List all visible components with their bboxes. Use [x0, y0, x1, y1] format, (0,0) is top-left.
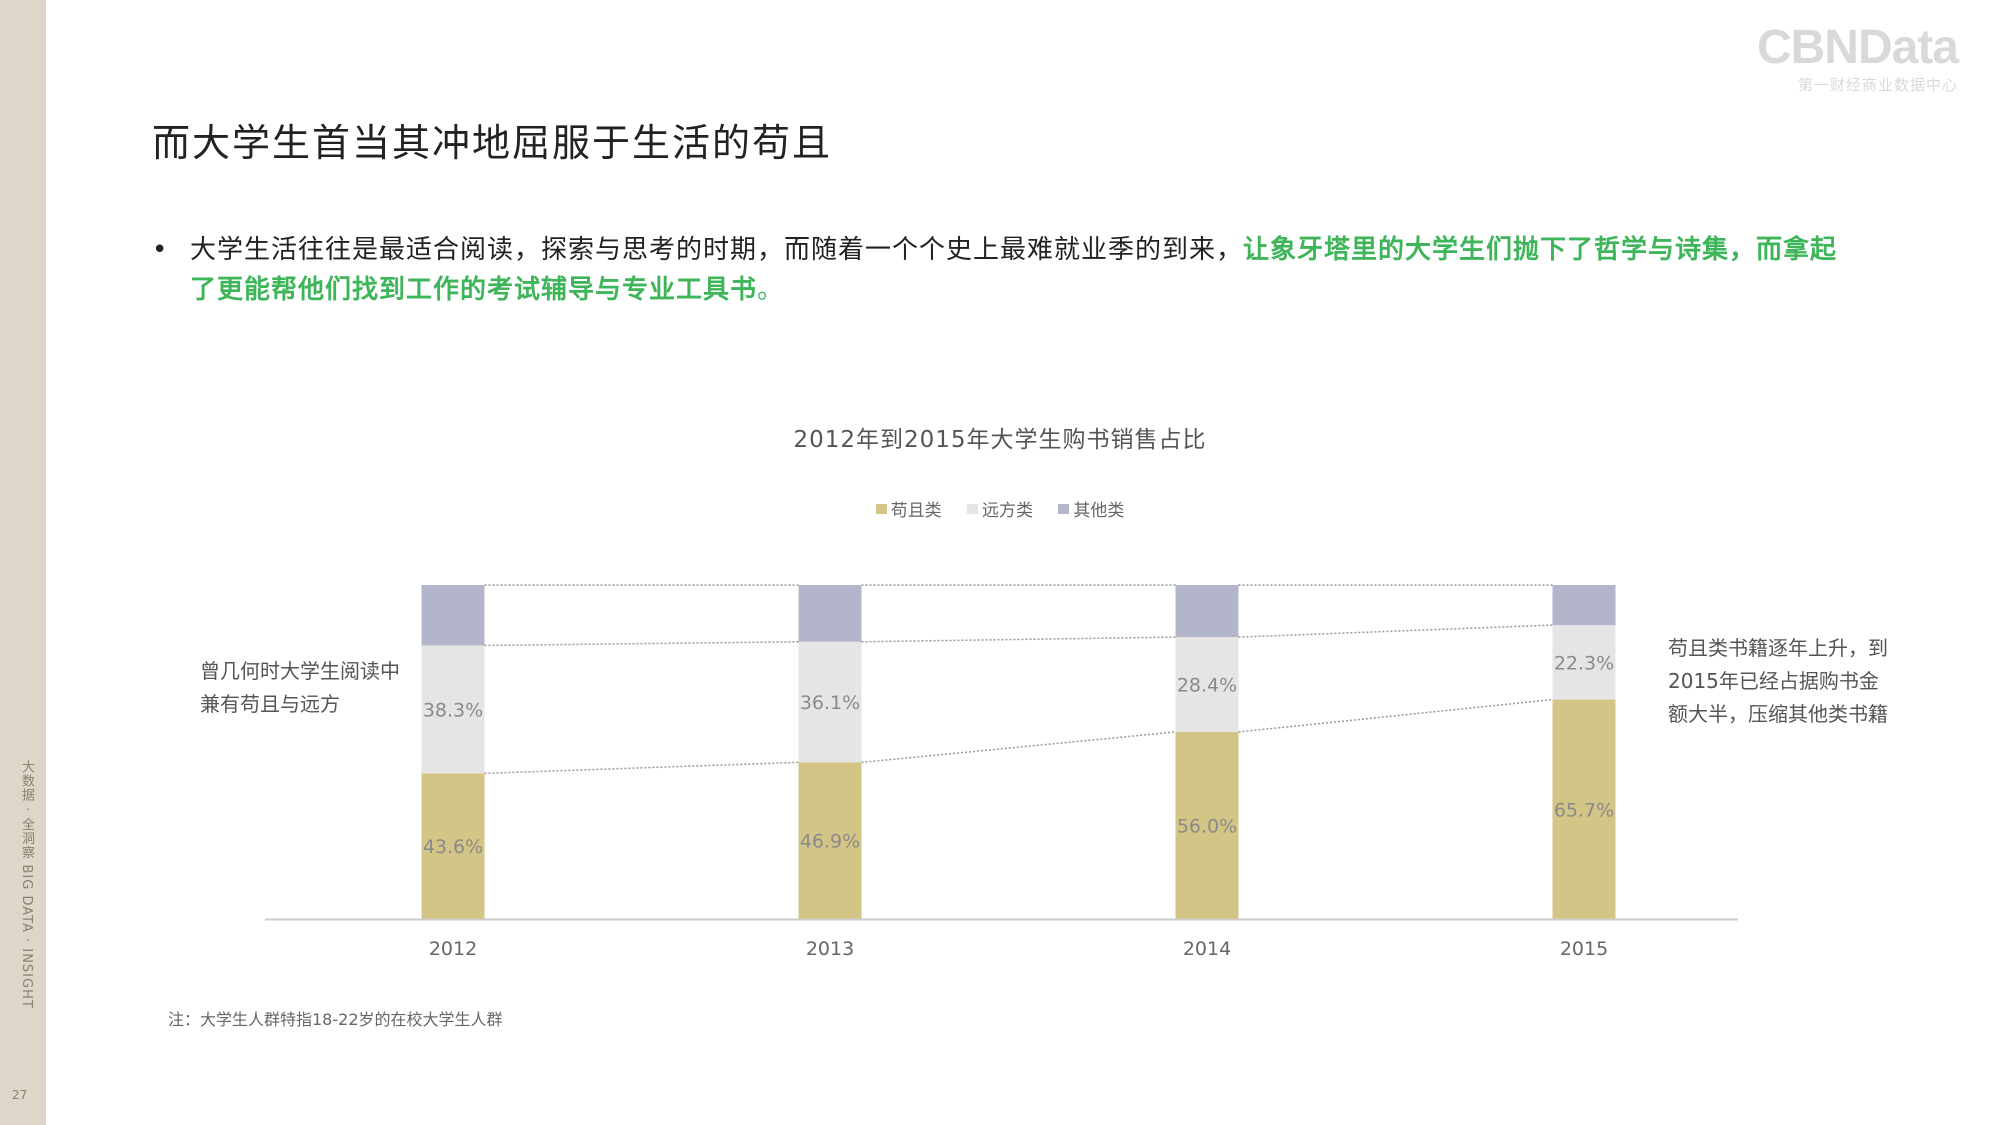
side-bar — [0, 0, 46, 1125]
legend-swatch-yuanfang — [967, 503, 978, 514]
data-label-2013-1: 36.1% — [800, 692, 860, 714]
bar-segment-2012-1 — [421, 645, 485, 774]
left-annotation: 曾几何时大学生阅读中兼有苟且与远方 — [200, 659, 400, 716]
x-tick-2014: 2014 — [1183, 938, 1231, 960]
bullet-text: 大学生活往往是最适合阅读，探索与思考的时期，而随着一个个史上最难就业季的到来，让… — [190, 230, 1852, 310]
x-tick-2015: 2015 — [1560, 938, 1608, 960]
bar-segment-2015-0 — [1552, 699, 1616, 919]
connector-line-0-1 — [861, 731, 1176, 764]
connector-line-0-0 — [484, 761, 799, 775]
data-label-2015-1: 22.3% — [1554, 652, 1614, 674]
data-label-2014-1: 28.4% — [1177, 675, 1237, 697]
bar-segment-2014-1 — [1175, 637, 1239, 732]
footnote: 注：大学生人群特指18-22岁的在校大学生人群 — [168, 1010, 503, 1029]
connector-line-0-2 — [1238, 698, 1553, 733]
cbndata-logo: CBNData 第一财经商业数据中心 — [1756, 21, 1959, 95]
legend-label-gouqie: 苟且类 — [890, 501, 942, 521]
data-label-2013-0: 46.9% — [800, 831, 860, 853]
sidebar-vertical-text: 大数据 · 全洞察 BIG DATA · INSIGHT — [19, 760, 34, 1009]
bar-segment-2014-2 — [1175, 585, 1239, 638]
data-label-2015-0: 65.7% — [1554, 799, 1614, 821]
data-label-2014-0: 56.0% — [1177, 815, 1237, 837]
bar-segment-2012-2 — [421, 585, 485, 646]
bullet-dot: • — [152, 235, 168, 265]
page-number: 27 — [12, 1088, 28, 1102]
bar-segment-2015-1 — [1552, 625, 1616, 700]
legend-item-yuanfang: 远方类 — [967, 496, 1033, 521]
x-tick-2012: 2012 — [429, 938, 477, 960]
connector-line-1-0 — [484, 641, 799, 647]
logo-wordmark: CBNData — [1756, 21, 1959, 74]
bar-segment-2012-0 — [421, 773, 485, 919]
page-title: 而大学生首当其冲地屈服于生活的苟且 — [152, 121, 833, 165]
legend-swatch-gouqie — [875, 503, 887, 514]
legend-label-qita: 其他类 — [1073, 501, 1125, 521]
bar-segment-2014-0 — [1175, 731, 1239, 919]
bar-segment-2013-0 — [798, 762, 862, 919]
legend-label-yuanfang: 远方类 — [982, 501, 1033, 521]
logo-subtitle: 第一财经商业数据中心 — [1797, 76, 1958, 94]
bar-segment-2013-1 — [798, 641, 862, 763]
legend-swatch-qita — [1058, 503, 1070, 514]
bar-segment-2013-2 — [798, 585, 862, 642]
data-label-2012-0: 43.6% — [423, 836, 483, 858]
connector-line-1-1 — [861, 636, 1176, 643]
legend-item-gouqie: 苟且类 — [875, 496, 942, 521]
x-tick-2013: 2013 — [806, 938, 854, 960]
bullet-plain-text: 大学生活往往是最适合阅读，探索与思考的时期，而随着一个个史上最难就业季的到来， — [190, 235, 1244, 265]
right-annotation: 苟且类书籍逐年上升，到2015年已经占据购书金额大半，压缩其他类书籍 — [1668, 636, 1888, 726]
bar-segment-2015-2 — [1552, 585, 1616, 626]
legend-item-qita: 其他类 — [1058, 496, 1124, 521]
chart-legend: 苟且类 远方类 其他类 — [0, 496, 2000, 521]
bullet-point: • 大学生活往往是最适合阅读，探索与思考的时期，而随着一个个史上最难就业季的到来… — [152, 230, 1852, 310]
bullet-highlight-text: 让象牙塔里的大学生们抛下了哲学与诗集，而拿起了更能帮他们找到工作的考试辅导与专业… — [190, 235, 1838, 305]
chart-title: 2012年到2015年大学生购书销售占比 — [793, 427, 1207, 453]
bullet-end-punct: 。 — [757, 275, 785, 305]
data-label-2012-1: 38.3% — [423, 699, 483, 721]
connector-line-1-2 — [1238, 624, 1553, 638]
